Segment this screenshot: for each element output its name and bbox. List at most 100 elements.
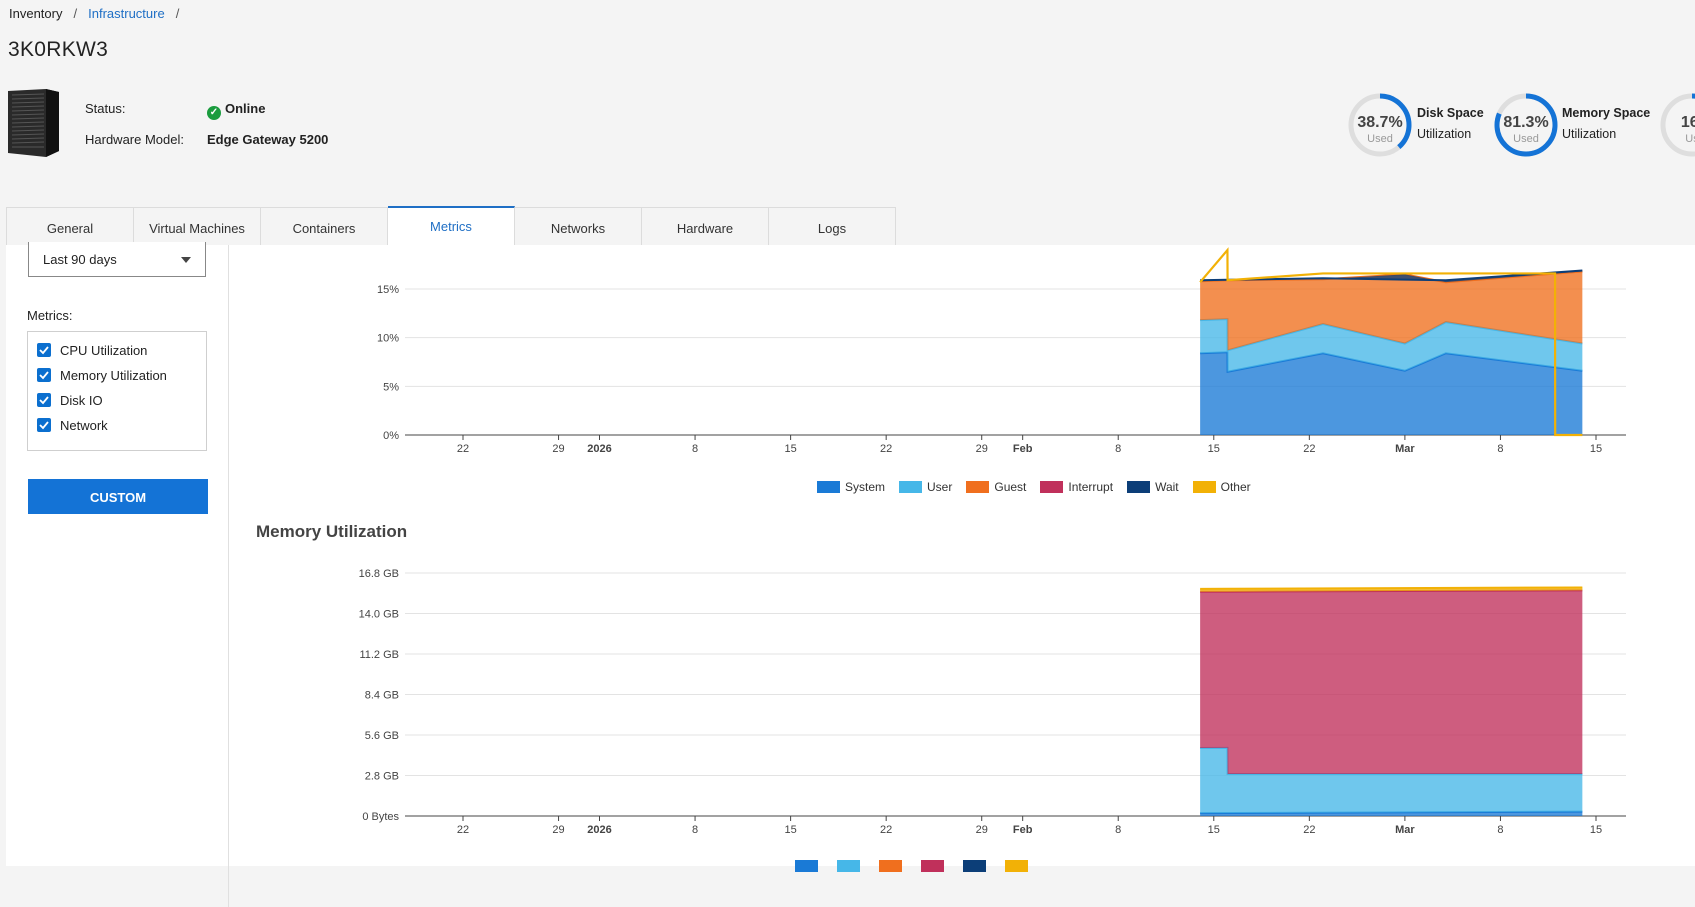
x-tick-label: Feb xyxy=(1013,824,1033,836)
status-text: Online xyxy=(225,101,266,116)
tab-general[interactable]: General xyxy=(6,207,134,245)
hardware-model-label: Hardware Model: xyxy=(85,132,184,147)
y-tick-label: 5.6 GB xyxy=(365,730,399,742)
y-tick-label: 16.8 GB xyxy=(359,568,399,580)
x-tick-label: 22 xyxy=(457,824,469,836)
status-value: ✓ Online xyxy=(207,101,265,120)
legend-label: Wait xyxy=(1155,480,1179,494)
legend-item[interactable] xyxy=(837,860,865,872)
tab-metrics[interactable]: Metrics xyxy=(388,206,515,246)
x-tick-label: 29 xyxy=(552,824,564,836)
third-gauge: 16. Us xyxy=(1659,92,1695,158)
y-tick-label: 14.0 GB xyxy=(359,609,399,621)
x-tick-label: 22 xyxy=(880,443,892,455)
metric-option-disk-io[interactable]: Disk IO xyxy=(37,390,103,410)
legend-swatch xyxy=(795,860,818,872)
legend-item[interactable] xyxy=(1005,860,1033,872)
legend-swatch xyxy=(879,860,902,872)
x-tick-label: 15 xyxy=(784,824,796,836)
x-tick-label: 29 xyxy=(552,443,564,455)
legend-swatch xyxy=(1192,481,1216,493)
memory-gauge-used: Used xyxy=(1513,133,1539,145)
metric-option-cpu[interactable]: CPU Utilization xyxy=(37,340,147,360)
x-tick-label: 22 xyxy=(1303,824,1315,836)
memory-space-gauge: 81.3% Used xyxy=(1493,92,1559,158)
legend-item[interactable] xyxy=(879,860,907,872)
x-tick-label: 2026 xyxy=(587,824,611,836)
x-tick-label: 8 xyxy=(1115,443,1121,455)
legend-label: User xyxy=(927,480,953,494)
breadcrumb-separator: / xyxy=(73,6,78,21)
device-server-image xyxy=(8,89,59,157)
legend-swatch xyxy=(921,860,944,872)
breadcrumb-infrastructure[interactable]: Infrastructure xyxy=(88,6,165,21)
checkbox-checked-icon[interactable] xyxy=(37,418,51,432)
y-tick-label: 15% xyxy=(377,284,399,296)
cpu-utilization-chart: 0% 5% 10% 15% 22 29 2026 8 15 22 29 Feb 8 15 22 Mar 8 15 xyxy=(377,247,1626,455)
tab-logs[interactable]: Logs xyxy=(769,207,896,245)
y-tick-label: 5% xyxy=(383,381,399,393)
legend-item-interrupt[interactable]: Interrupt xyxy=(1040,480,1113,494)
checkbox-checked-icon[interactable] xyxy=(37,393,51,407)
legend-item[interactable] xyxy=(795,860,823,872)
series-line xyxy=(1200,810,1583,815)
metric-option-label: Disk IO xyxy=(60,392,103,408)
memory-gauge-value: 81.3% xyxy=(1503,114,1549,131)
legend-item-user[interactable]: User xyxy=(899,480,952,494)
y-tick-label: 2.8 GB xyxy=(365,771,399,783)
breadcrumb-inventory[interactable]: Inventory xyxy=(9,6,63,21)
time-range-select[interactable]: Last 90 days xyxy=(28,242,206,277)
tab-hardware[interactable]: Hardware xyxy=(642,207,769,245)
x-tick-label: 8 xyxy=(692,824,698,836)
metric-option-memory[interactable]: Memory Utilization xyxy=(37,365,167,385)
legend-swatch xyxy=(837,860,860,872)
memory-gauge-subtitle: Utilization xyxy=(1562,127,1617,141)
disk-gauge-value: 38.7% xyxy=(1357,114,1403,131)
third-gauge-ring xyxy=(1660,93,1695,157)
metrics-checkbox-list: CPU Utilization Memory Utilization Disk … xyxy=(27,331,207,451)
status-label: Status: xyxy=(85,101,126,116)
legend-label: Other xyxy=(1220,480,1251,494)
memory-utilization-chart: 0 Bytes 2.8 GB 5.6 GB 8.4 GB 11.2 GB 14.0 GB 1… xyxy=(359,568,1626,836)
memory-gauge-title: Memory Space xyxy=(1562,106,1651,120)
legend-swatch xyxy=(1005,860,1028,872)
y-tick-label: 8.4 GB xyxy=(365,690,399,702)
area-series xyxy=(1200,590,1583,775)
legend-label: Guest xyxy=(994,480,1027,494)
x-tick-label: 22 xyxy=(880,824,892,836)
area-series xyxy=(1200,352,1583,435)
metric-option-network[interactable]: Network xyxy=(37,415,108,435)
third-gauge-value: 16. xyxy=(1680,114,1695,131)
x-tick-label: 15 xyxy=(1208,824,1220,836)
legend-item[interactable] xyxy=(921,860,949,872)
memory-chart-title: Memory Utilization xyxy=(256,522,408,541)
page-title: 3K0RKW3 xyxy=(8,38,109,61)
x-tick-label: 29 xyxy=(976,824,988,836)
tab-containers[interactable]: Containers xyxy=(261,207,388,245)
legend-item-wait[interactable]: Wait xyxy=(1127,480,1179,494)
time-range-value: Last 90 days xyxy=(43,252,117,267)
y-tick-label: 11.2 GB xyxy=(359,649,399,661)
custom-button[interactable]: CUSTOM xyxy=(28,479,208,514)
tab-networks[interactable]: Networks xyxy=(515,207,642,245)
checkbox-checked-icon[interactable] xyxy=(37,343,51,357)
x-tick-label: 22 xyxy=(457,443,469,455)
x-tick-label: 22 xyxy=(1303,443,1315,455)
x-tick-label: 2026 xyxy=(587,443,611,455)
cpu-chart-legend: System User Guest Interrupt Wait Other xyxy=(817,480,1251,494)
metrics-label: Metrics: xyxy=(27,308,73,323)
x-tick-label: Mar xyxy=(1395,824,1415,836)
legend-item[interactable] xyxy=(963,860,991,872)
checkbox-checked-icon[interactable] xyxy=(37,368,51,382)
metric-option-label: Network xyxy=(60,417,108,433)
legend-item-system[interactable]: System xyxy=(817,480,885,494)
breadcrumb-separator: / xyxy=(175,6,180,21)
x-tick-label: 15 xyxy=(1590,443,1602,455)
legend-swatch xyxy=(1040,481,1064,493)
legend-item-guest[interactable]: Guest xyxy=(966,480,1026,494)
legend-item-other[interactable]: Other xyxy=(1192,480,1251,494)
legend-swatch xyxy=(817,481,840,493)
memory-gauge-ring xyxy=(1494,93,1558,157)
check-circle-icon: ✓ xyxy=(207,106,221,120)
tab-virtual-machines[interactable]: Virtual Machines xyxy=(134,207,261,245)
